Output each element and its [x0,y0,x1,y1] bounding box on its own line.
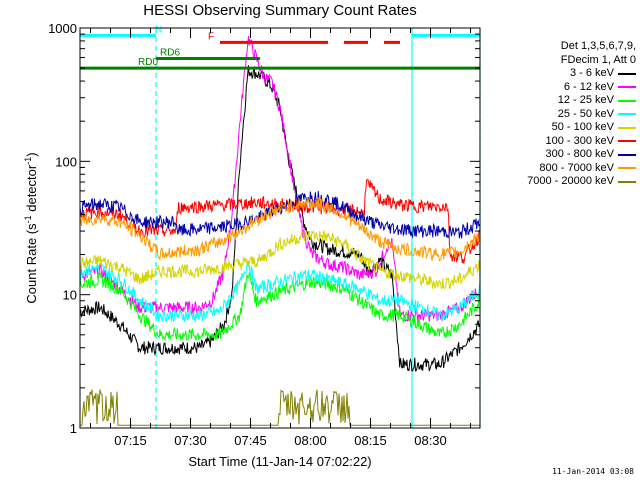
legend-entry-8: 7000 - 20000 keV [490,175,636,189]
legend-entry-3: 25 - 50 keV [490,108,636,122]
y-tick-label-3: 1000 [48,21,77,36]
legend-entry-0: 3 - 6 keV [490,67,636,81]
legend-swatch [618,86,636,89]
legend-header-line-2: FDecim 1, Att 0 [560,53,636,66]
y-axis-label: Count Rate (s-1 detector-1) [23,152,39,303]
legend-entry-label: 100 - 300 keV [545,134,615,147]
series-line-0 [79,65,481,372]
legend-swatch [618,153,636,156]
band-label-rd6: RD6 [160,48,180,59]
y-tick-label-1: 10 [63,288,77,303]
x-tick-label-1: 07:30 [174,433,207,448]
chart-title: HESSI Observing Summary Count Rates [143,2,417,19]
band-label-rd0: RD0 [138,57,158,68]
legend-entry-5: 100 - 300 keV [490,135,636,149]
legend-header-line-1: Det 1,3,5,6,7,9, [560,40,636,52]
legend-entry-1: 6 - 12 keV [490,81,636,95]
legend-entry-label: 3 - 6 keV [569,67,614,79]
series-line-7 [79,197,481,262]
band-label-n: N [155,24,162,35]
legend-entry-4: 50 - 100 keV [490,121,636,135]
legend-swatch [618,140,636,143]
legend-entry-label: 50 - 100 keV [551,121,614,133]
legend-entry-label: 6 - 12 keV [563,80,614,93]
x-tick-label-2: 07:45 [234,433,267,448]
legend-swatch [618,167,636,170]
legend-swatch [618,180,636,183]
legend-swatch [618,99,636,102]
x-axis-label: Start Time (11-Jan-14 07:02:22) [188,454,372,469]
legend-entry-label: 300 - 800 keV [545,148,615,160]
series-line-4 [79,229,481,290]
legend-swatch [618,113,636,116]
legend-entry-2: 12 - 25 keV [490,94,636,108]
legend-entry-label: 7000 - 20000 keV [527,175,614,187]
legend-entry-6: 300 - 800 keV [490,148,636,162]
x-tick-label-5: 08:30 [414,433,447,448]
legend-entry-label: 25 - 50 keV [557,107,614,120]
legend-swatch [618,72,636,75]
series-line-3 [79,260,481,324]
plot-frame [79,27,481,429]
x-tick-label-4: 08:15 [354,433,387,448]
y-tick-label-2: 100 [55,154,77,169]
legend: Det 1,3,5,6,7,9, FDecim 1, Att 0 3 - 6 k… [490,40,636,189]
series-line-8 [80,389,480,426]
y-tick-label-0: 1 [70,421,77,436]
series-line-2 [79,272,481,342]
band-label-f: F [208,31,214,42]
legend-entry-7: 800 - 7000 keV [490,162,636,176]
timestamp: 11-Jan-2014 03:08 [552,467,634,476]
x-tick-label-0: 07:15 [114,433,147,448]
x-tick-label-3: 08:00 [294,433,327,448]
legend-entry-label: 800 - 7000 keV [539,161,614,174]
legend-entry-label: 12 - 25 keV [557,94,614,106]
legend-swatch [618,126,636,129]
